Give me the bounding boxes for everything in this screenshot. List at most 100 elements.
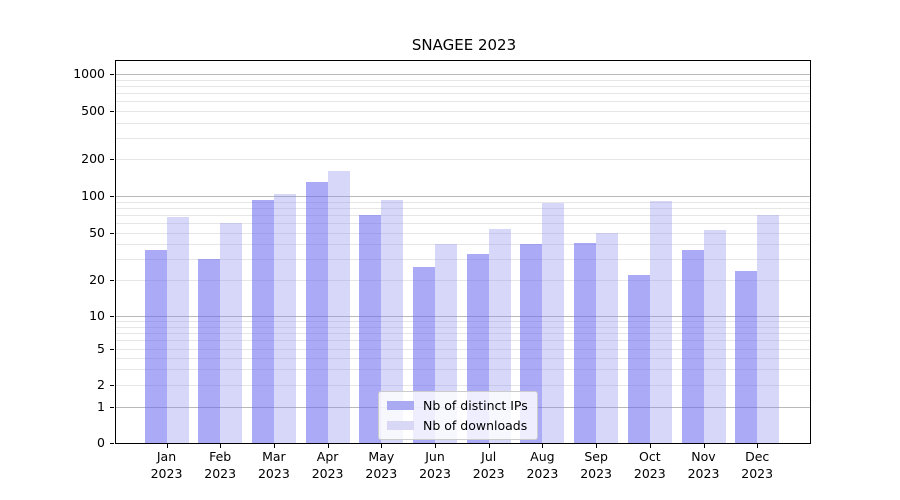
y-tick-mark [110,443,114,444]
y-tick-label: 50 [89,225,105,240]
x-tick-label: Jan 2023 [150,449,183,481]
minor-gridline [116,137,810,139]
y-tick-mark [110,407,114,408]
major-gridline [116,316,810,317]
plot-area [115,60,811,444]
bar-distinct-ips-may [359,215,382,443]
minor-gridline [116,207,810,209]
x-tick-mark [273,444,275,448]
minor-gridline [116,122,810,124]
chart-title: SNAGEE 2023 [411,36,517,54]
minor-gridline [116,79,810,81]
major-gridline [116,159,810,160]
minor-gridline [116,340,810,342]
bar-downloads-aug [542,202,565,443]
x-tick-label: Jun 2023 [419,449,451,481]
bar-distinct-ips-nov [681,249,704,443]
bar-downloads-may [381,199,404,443]
y-tick-mark [110,74,114,75]
minor-gridline [116,326,810,328]
x-tick-mark [703,444,705,448]
x-tick-label: Feb 2023 [204,449,237,481]
x-tick-mark [381,444,383,448]
minor-gridline [116,201,810,203]
y-tick-mark [110,349,114,350]
minor-gridline [116,223,810,225]
y-tick-label: 0 [97,435,105,450]
x-tick-mark [166,444,168,448]
y-tick-label: 200 [81,151,105,166]
minor-gridline [116,215,810,217]
major-gridline [116,349,810,350]
x-tick-label: May 2023 [365,449,398,481]
x-tick-label: Sep 2023 [580,449,612,481]
bar-downloads-feb [220,223,243,443]
bar-downloads-oct [649,201,672,443]
bar-downloads-sep [596,233,619,443]
bar-distinct-ips-dec [735,270,758,443]
legend-label: Nb of distinct IPs [423,398,528,413]
bar-distinct-ips-feb [198,259,221,443]
y-tick-label: 10 [89,308,105,323]
x-tick-label: Dec 2023 [741,449,774,481]
legend-swatch-distinct-ips [387,401,414,410]
bar-distinct-ips-mar [251,199,274,443]
minor-gridline [116,321,810,323]
bar-distinct-ips-sep [574,243,597,443]
x-tick-mark [542,444,544,448]
bar-downloads-jul [488,228,511,443]
major-gridline [116,74,810,75]
y-tick-mark [110,385,114,386]
major-gridline [116,111,810,112]
bar-downloads-nov [703,229,726,443]
y-tick-mark [110,159,114,160]
x-tick-mark [220,444,222,448]
bar-distinct-ips-oct [627,275,650,443]
bar-downloads-mar [273,193,296,443]
y-tick-label: 100 [81,188,105,203]
bar-distinct-ips-jan [144,249,167,443]
y-tick-label: 20 [89,272,105,287]
minor-gridline [116,259,810,261]
x-tick-mark [649,444,651,448]
y-tick-mark [110,111,114,112]
x-tick-mark [757,444,759,448]
x-tick-label: Mar 2023 [257,449,290,481]
y-tick-label: 1 [97,399,105,414]
minor-gridline [116,93,810,95]
x-tick-mark [435,444,436,448]
minor-gridline [116,244,810,246]
y-tick-label: 1000 [73,66,105,81]
y-tick-label: 2 [97,377,105,392]
y-tick-mark [110,280,114,281]
major-gridline [116,385,810,386]
major-gridline [116,196,810,197]
legend: Nb of distinct IPs Nb of downloads [378,391,538,440]
y-tick-label: 500 [81,103,105,118]
y-tick-mark [110,316,114,317]
x-tick-label: Oct 2023 [633,449,666,481]
x-tick-mark [596,444,598,448]
major-gridline [116,233,810,234]
bar-downloads-apr [327,170,350,443]
x-tick-label: Apr 2023 [311,449,344,481]
bar-downloads-jan [166,217,189,443]
legend-swatch-downloads [387,421,414,430]
x-tick-mark [327,444,329,448]
y-tick-label: 5 [97,341,105,356]
legend-label: Nb of downloads [423,418,528,433]
x-tick-label: Aug 2023 [526,449,559,481]
y-tick-mark [110,196,114,197]
legend-item-distinct-ips: Nb of distinct IPs [387,398,528,413]
x-tick-label: Jul 2023 [472,449,505,481]
minor-gridline [116,357,810,359]
x-tick-label: Nov 2023 [687,449,720,481]
bar-downloads-dec [757,215,780,443]
y-tick-mark [110,233,114,234]
minor-gridline [116,85,810,87]
minor-gridline [116,332,810,334]
legend-item-downloads: Nb of downloads [387,418,528,433]
minor-gridline [116,101,810,103]
minor-gridline [116,369,810,371]
